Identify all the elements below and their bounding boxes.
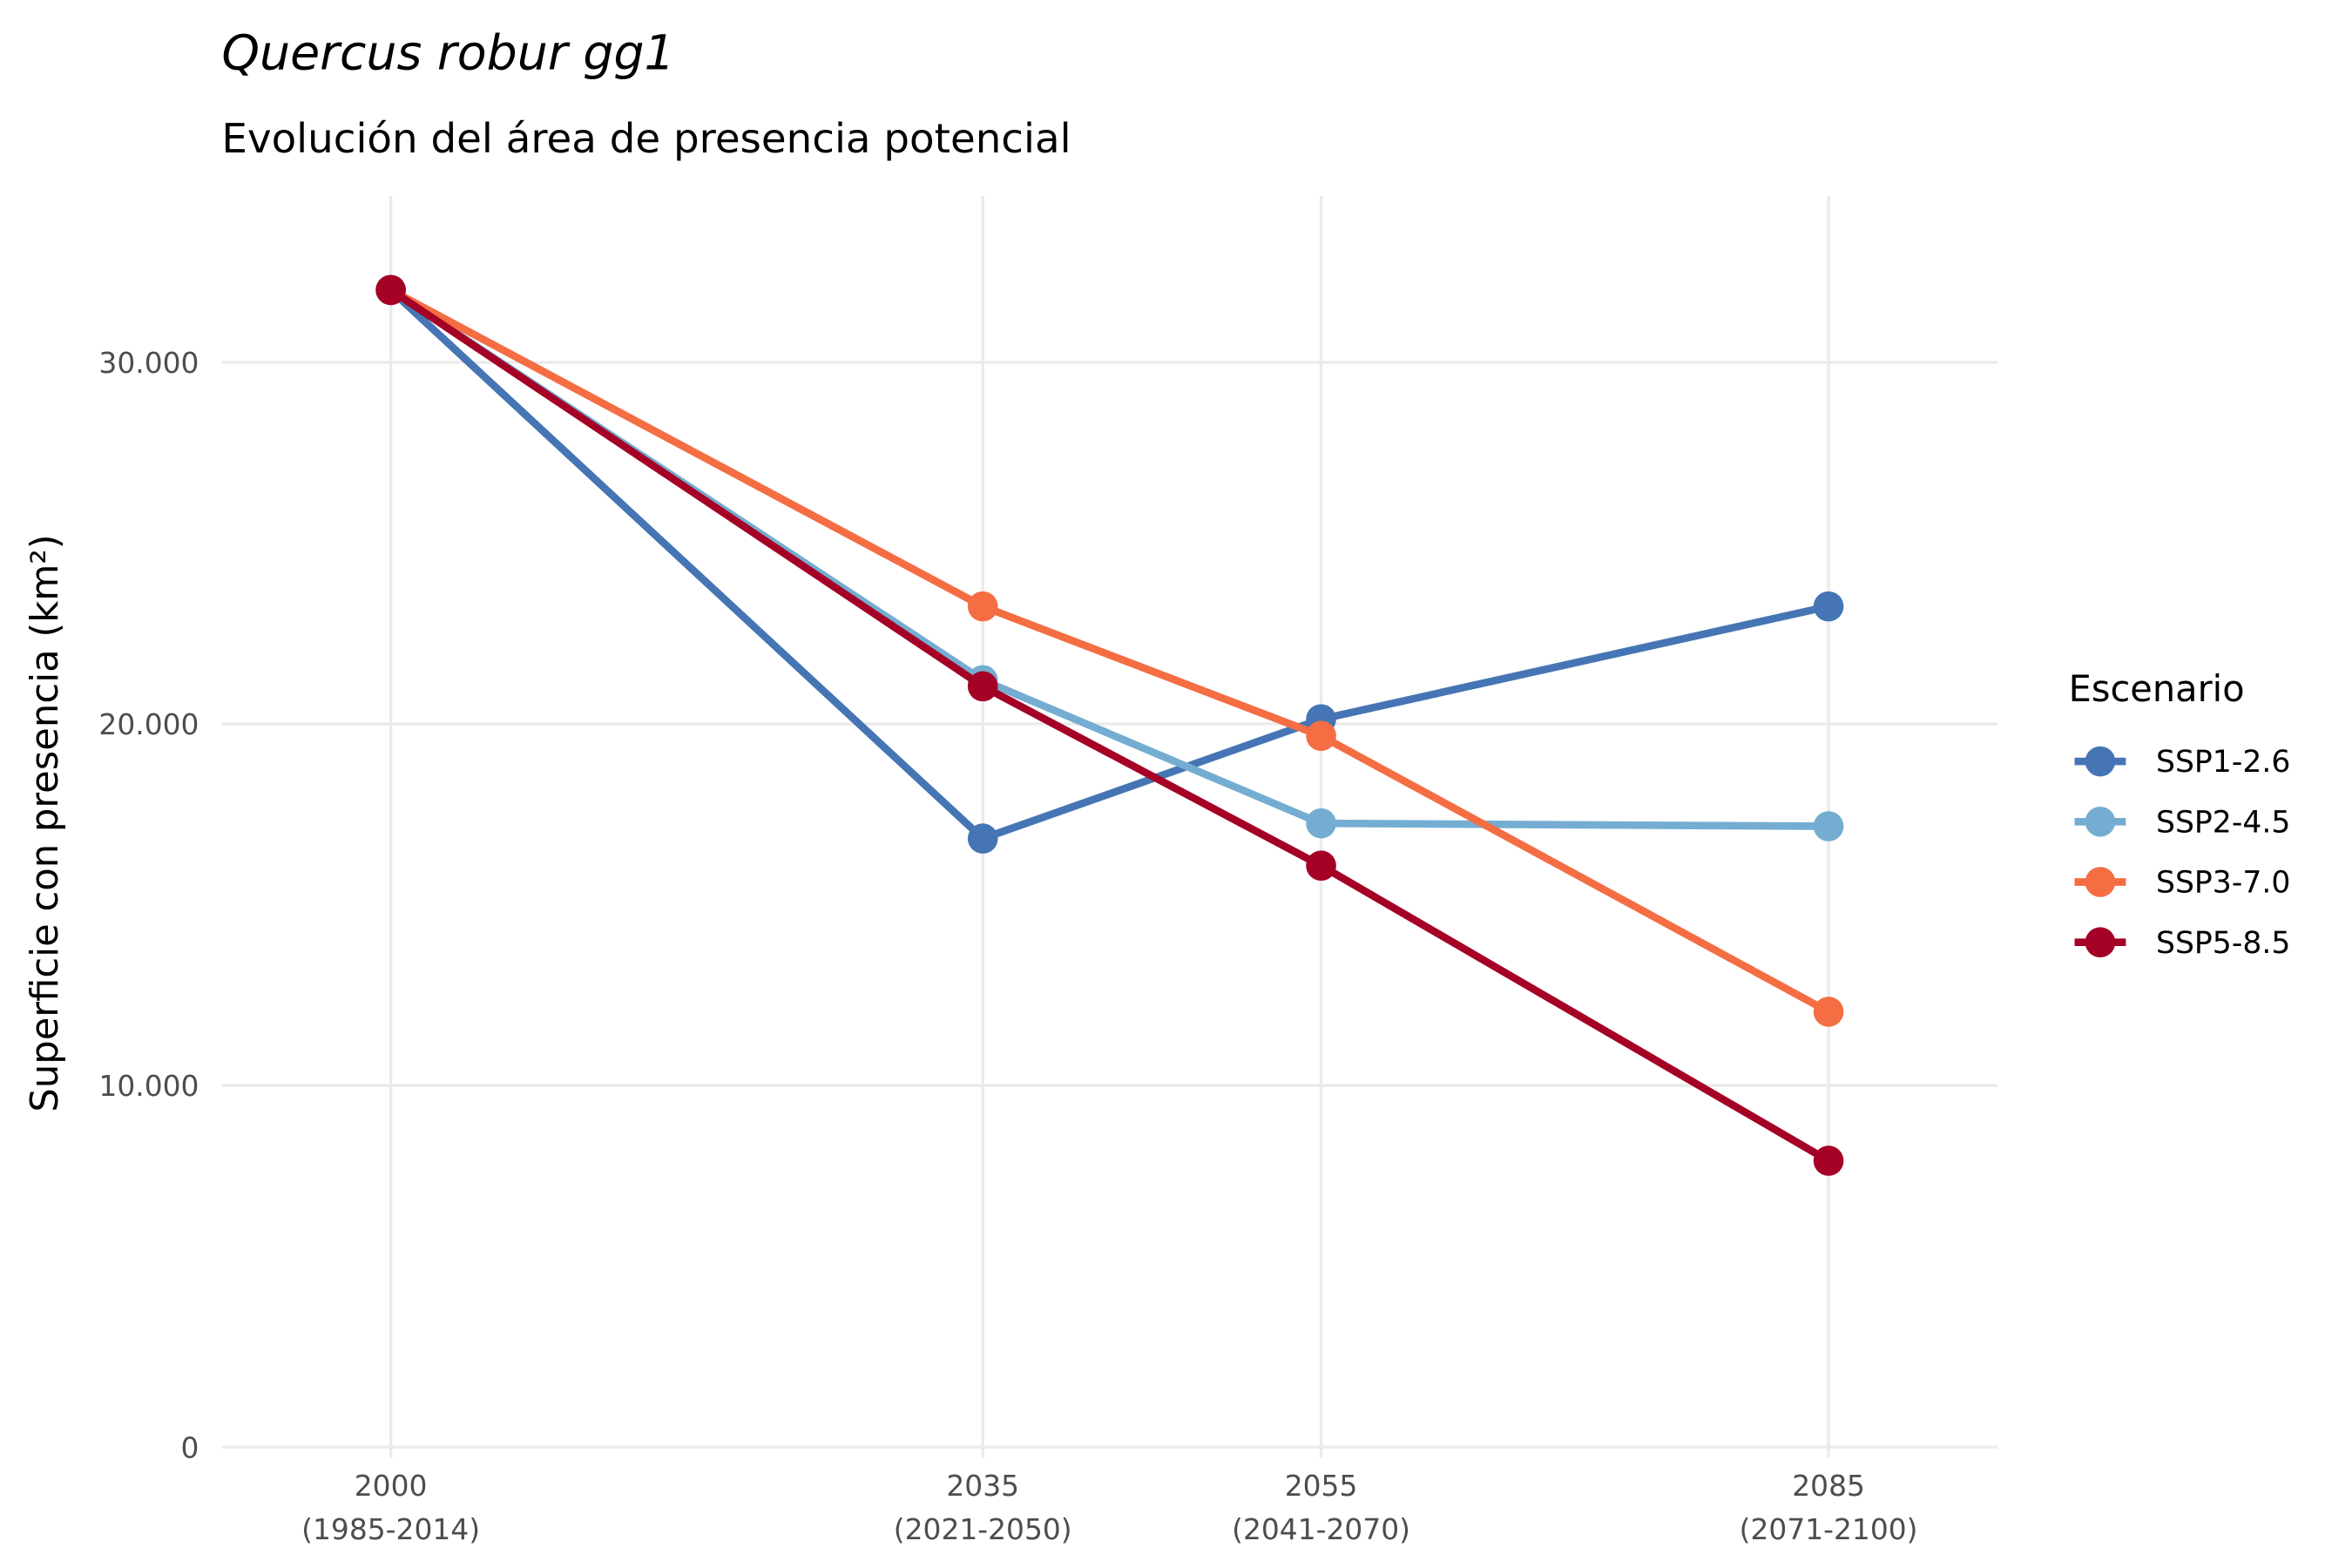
- data-point: [1813, 1146, 1844, 1176]
- legend-label: SSP2-4.5: [2156, 805, 2290, 840]
- y-tick-label: 10.000: [98, 1069, 199, 1103]
- x-tick-label: 2000 (1985-2014): [301, 1469, 480, 1546]
- data-point: [967, 671, 998, 702]
- data-point: [1306, 808, 1336, 839]
- x-tick-label: 2055 (2041-2070): [1232, 1469, 1410, 1546]
- data-point: [1813, 591, 1844, 622]
- x-tick-label: 2035 (2021-2050): [894, 1469, 1072, 1546]
- x-tick-label: 2085 (2071-2100): [1740, 1469, 1918, 1546]
- data-point: [967, 591, 998, 622]
- data-point: [1306, 720, 1336, 752]
- legend-label: SSP1-2.6: [2156, 745, 2290, 780]
- y-tick-label: 20.000: [98, 707, 199, 741]
- legend-swatch-point: [2085, 746, 2116, 777]
- data-point: [375, 274, 406, 306]
- y-tick-label: 30.000: [98, 346, 199, 380]
- legend-label: SSP3-7.0: [2156, 866, 2290, 901]
- series-line: [389, 287, 1831, 1016]
- data-point: [1813, 811, 1844, 841]
- chart-title: Quercus robur gg1: [221, 26, 674, 82]
- data-point: [967, 823, 998, 854]
- data-point: [1306, 850, 1336, 882]
- legend-swatch-point: [2085, 927, 2116, 958]
- y-tick-label: 0: [181, 1430, 199, 1464]
- legend-title: Escenario: [2069, 667, 2245, 710]
- y-axis-label: Superficie con presencia (km²): [24, 534, 67, 1112]
- legend-swatch-point: [2085, 806, 2116, 837]
- series-line: [389, 287, 1829, 830]
- chart-subtitle: Evolución del área de presencia potencia…: [221, 116, 1071, 163]
- legend-swatch-point: [2085, 867, 2116, 897]
- data-point: [1813, 997, 1844, 1027]
- series: [375, 274, 1844, 1176]
- legend-label: SSP5-8.5: [2156, 926, 2290, 961]
- series-line: [389, 287, 1831, 1165]
